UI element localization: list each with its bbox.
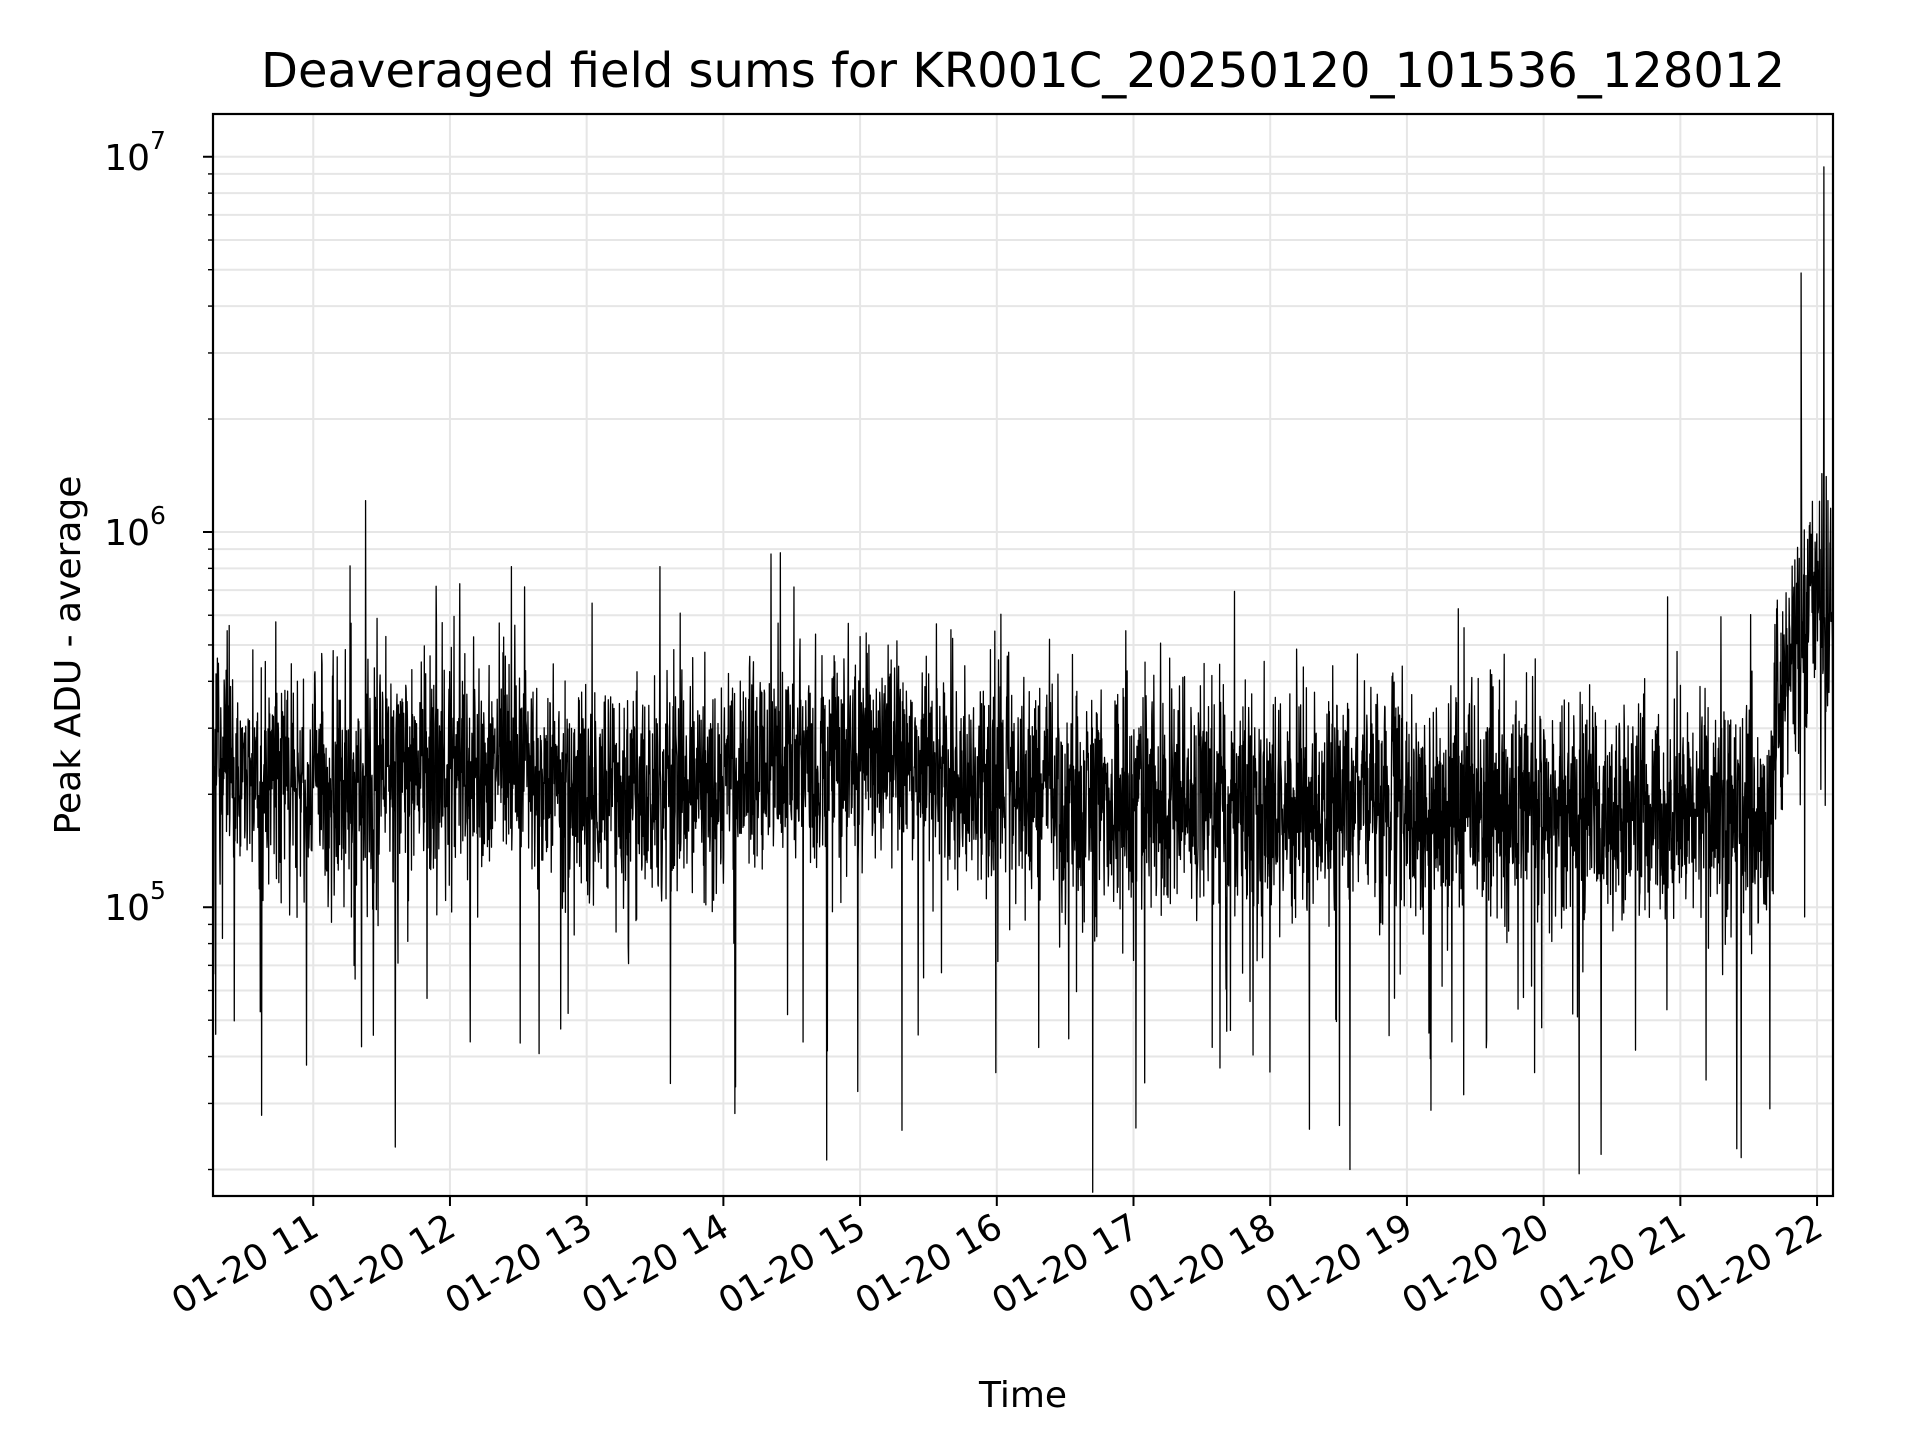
- y-tick-base: 10: [104, 888, 150, 929]
- series-line: [212, 166, 1834, 1193]
- y-tick-label: 10: [104, 513, 150, 554]
- y-tick-exponent: 7: [150, 126, 166, 155]
- y-axis-label: Peak ADU - average: [48, 476, 89, 835]
- x-axis-label: Time: [978, 1375, 1067, 1416]
- y-tick-label: 10: [104, 888, 150, 929]
- y-tick-exponent: 6: [150, 501, 166, 530]
- y-tick-label: 10: [104, 138, 150, 179]
- y-tick-base: 10: [104, 138, 150, 179]
- plot-frame: [211, 112, 1835, 1198]
- series-layer: [212, 166, 1834, 1193]
- y-tick-exponent: 5: [150, 876, 166, 905]
- y-tick-base: 10: [104, 513, 150, 554]
- chart-title: Deaveraged field sums for KR001C_2025012…: [261, 43, 1785, 99]
